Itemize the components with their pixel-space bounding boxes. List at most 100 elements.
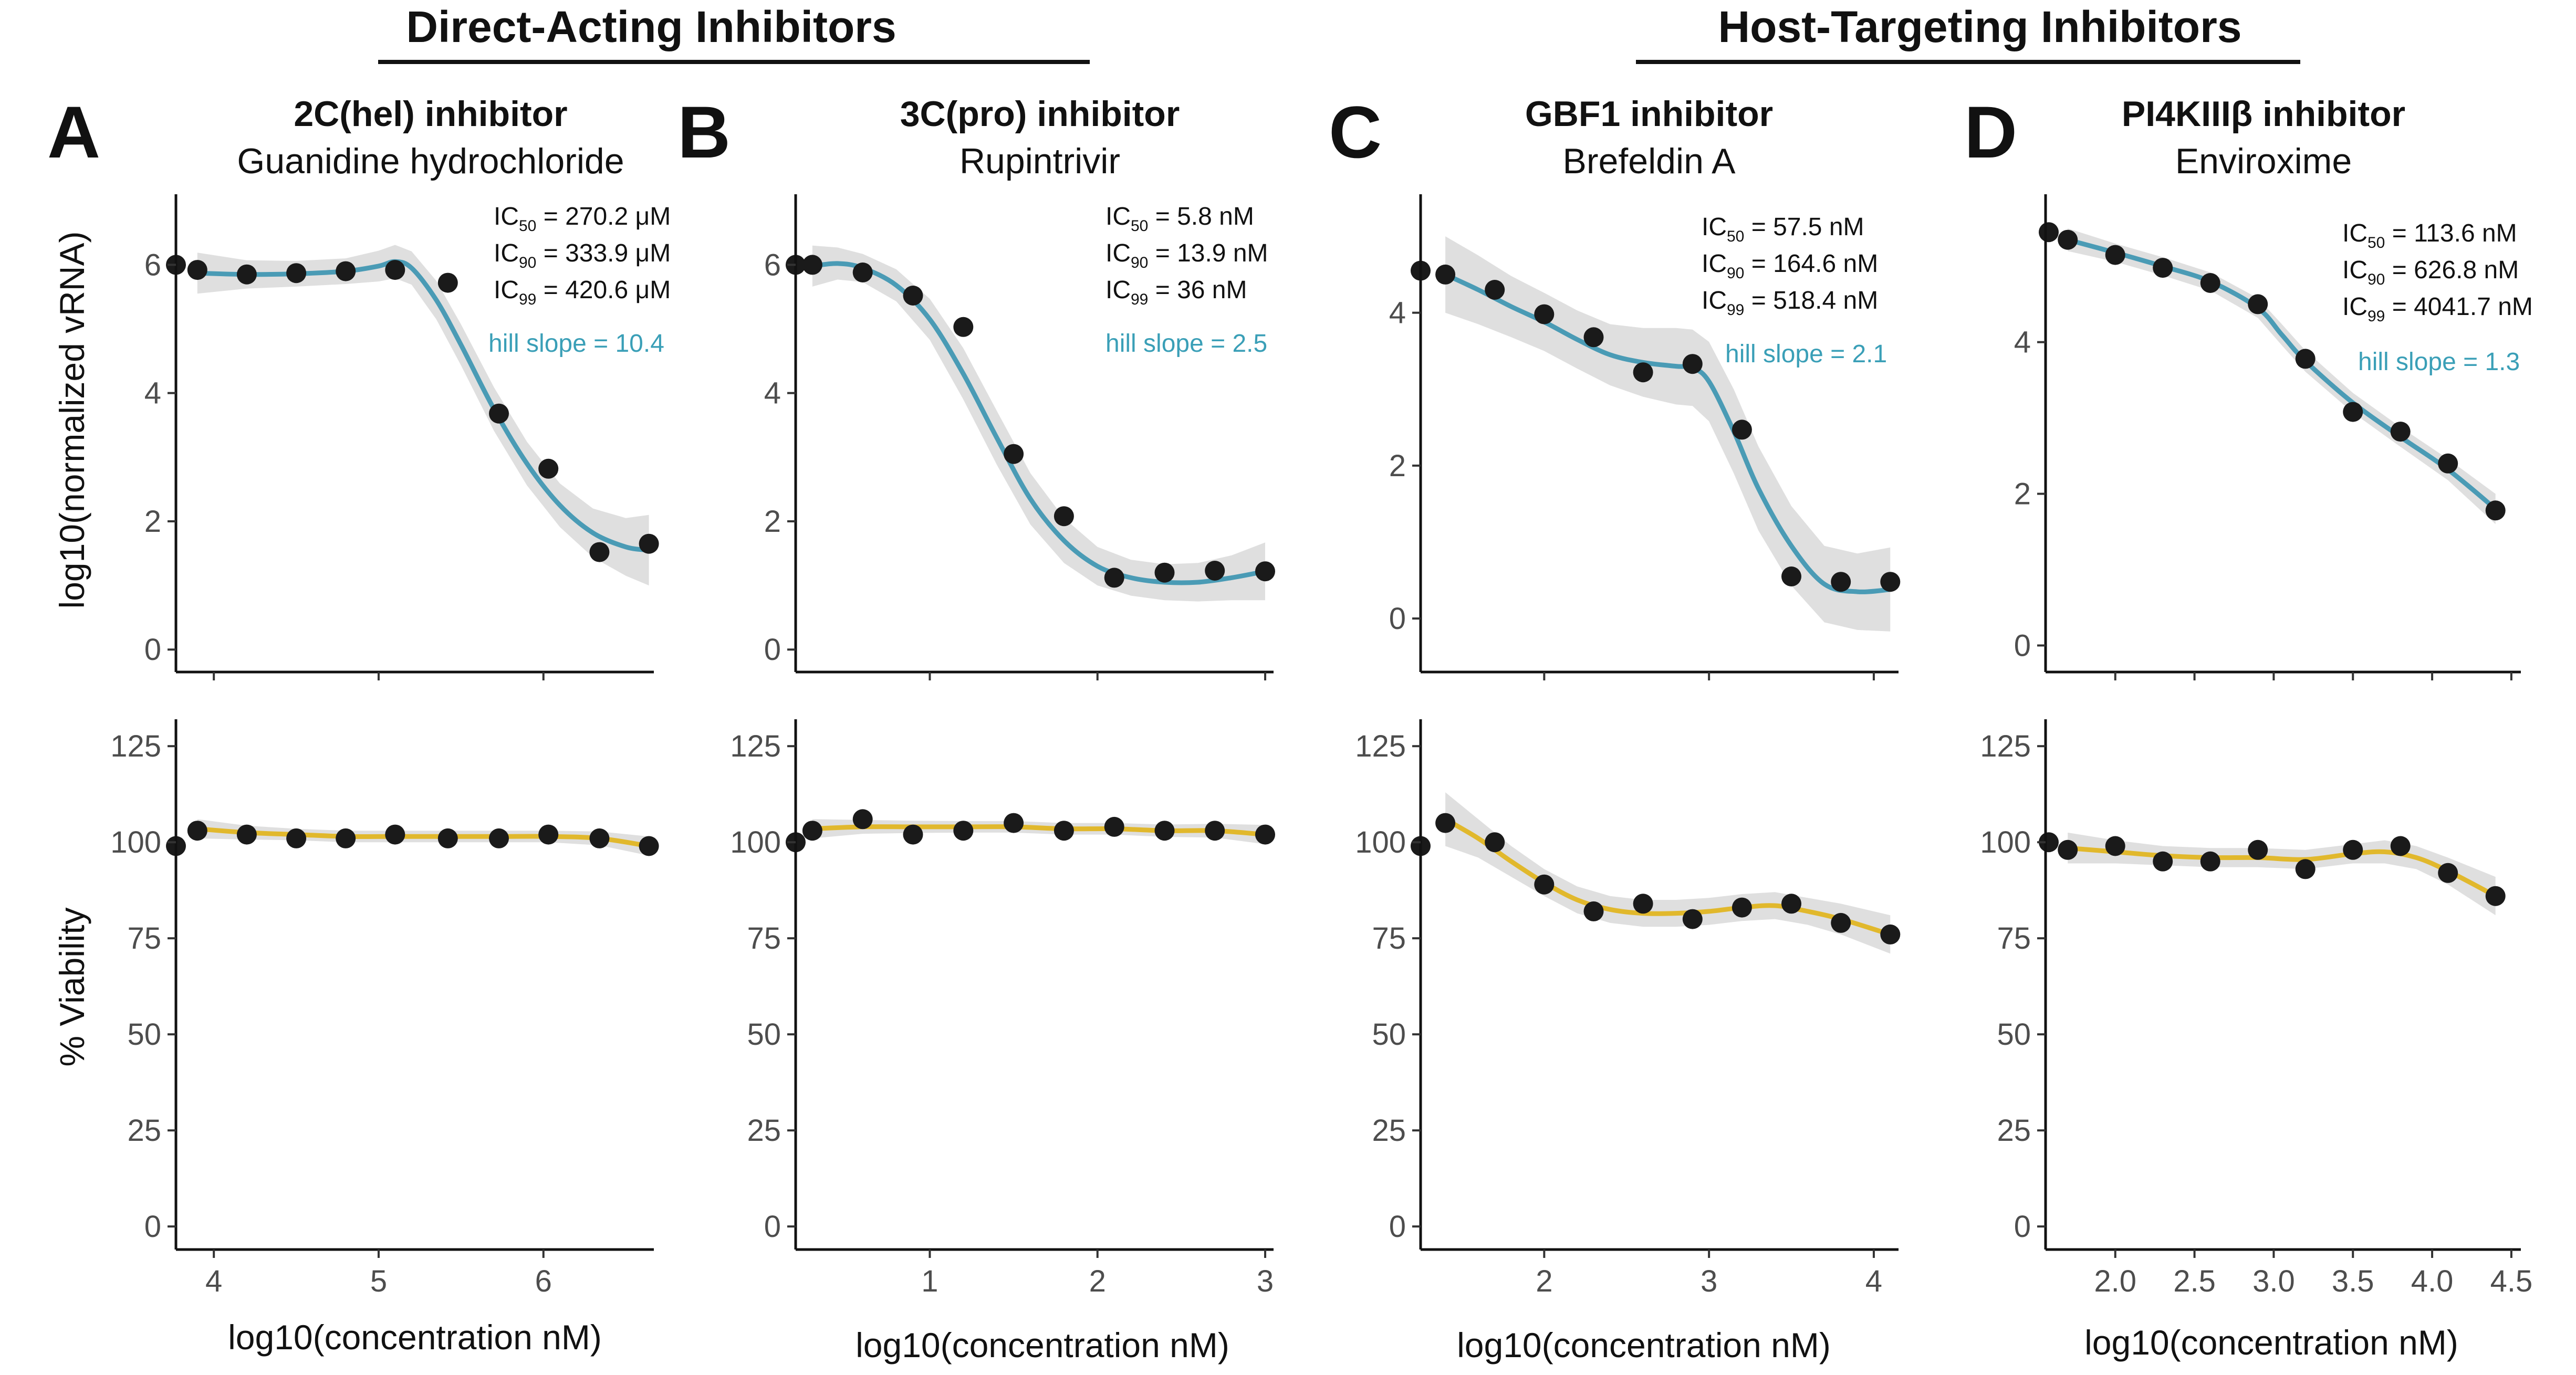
data-point: [2248, 839, 2268, 860]
panel-letter-d: D: [1964, 91, 2017, 173]
x-tick-label: 4.0: [2411, 1264, 2454, 1298]
data-point: [1435, 264, 1456, 285]
x-axis-label-d: log10(concentration nM): [2084, 1323, 2458, 1362]
y-tick-label: 0: [1389, 1210, 1406, 1244]
ic99-a: IC99 = 420.6 μM: [494, 276, 671, 308]
data-point: [1154, 821, 1175, 841]
data-point: [236, 824, 257, 845]
data-point: [589, 542, 610, 562]
data-point: [2485, 886, 2506, 906]
y-tick-label: 100: [1355, 825, 1406, 859]
y-tick-label: 0: [2014, 628, 2031, 663]
data-point: [1781, 566, 1801, 586]
fit-line: [2065, 845, 2498, 899]
data-point: [1880, 572, 1901, 592]
y-tick-label: 25: [1997, 1114, 2031, 1148]
ic90-d: IC90 = 626.8 nM: [2342, 256, 2519, 288]
fit-line: [810, 824, 1268, 837]
group-title-host: Host-Targeting Inhibitors: [1718, 2, 2241, 51]
data-point: [1781, 894, 1801, 914]
data-point: [1004, 444, 1024, 464]
plot-viability-d: 0 25 50 75 100 125 2.0 2.5 3.0 3.5 4.0 4.5: [1980, 719, 2532, 1298]
data-point: [2058, 839, 2078, 860]
data-point: [437, 828, 458, 848]
y-tick-label: 75: [1997, 921, 2031, 956]
panel-subtitle-c: Brefeldin A: [1563, 141, 1736, 181]
data-point: [2039, 832, 2059, 853]
y-tick-label: 4: [144, 376, 161, 411]
data-point: [2390, 422, 2411, 442]
x-tick-label: 3: [1701, 1264, 1717, 1298]
data-point: [903, 824, 923, 845]
y-tick-label: 0: [1389, 602, 1406, 636]
ic99-d: IC99 = 4041.7 nM: [2342, 293, 2533, 325]
data-point: [852, 263, 873, 282]
y-tick-label: 4: [1389, 296, 1406, 330]
data-point: [538, 458, 559, 479]
data-point: [589, 828, 610, 848]
data-point: [802, 821, 822, 841]
y-tick-label: 100: [730, 825, 781, 859]
x-axis-label-c: log10(concentration nM): [1457, 1326, 1831, 1364]
y-tick-label: 0: [144, 1210, 161, 1244]
y-tick-label: 2: [144, 505, 161, 539]
data-point: [489, 828, 509, 848]
fit-line: [1443, 816, 1893, 937]
plot-vrna-b: 0 2 4 6: [764, 194, 1275, 680]
confidence-band: [2068, 832, 2496, 916]
plot-viability-c: 0 25 50 75 100 125 2 3 4: [1355, 719, 1901, 1298]
data-point: [1682, 909, 1703, 929]
y-tick-label: 2: [1389, 449, 1406, 483]
y-tick-label: 50: [1372, 1017, 1406, 1052]
data-point: [2343, 402, 2363, 422]
y-tick-label: 0: [2014, 1210, 2031, 1244]
x-axis-label-b: log10(concentration nM): [856, 1326, 1229, 1364]
y-tick-label: 2: [764, 505, 781, 539]
confidence-band: [1445, 792, 1891, 954]
viability-y-axis-label: % Viability: [53, 907, 91, 1066]
data-point: [2153, 851, 2173, 872]
panel-subtitle-d: Enviroxime: [2175, 141, 2352, 181]
ic90-a: IC90 = 333.9 μM: [494, 239, 671, 271]
ic99-b: IC99 = 36 nM: [1106, 276, 1247, 308]
y-tick-label: 100: [1980, 825, 2031, 859]
confidence-band: [812, 245, 1265, 602]
fit-line: [195, 259, 652, 553]
panel-title-a: 2C(hel) inhibitor: [294, 94, 567, 134]
data-point: [2200, 273, 2220, 293]
data-point: [2390, 836, 2411, 856]
fit-line: [195, 826, 652, 848]
data-point: [286, 263, 307, 284]
y-tick-label: 0: [764, 1210, 781, 1244]
ic50-c: IC50 = 57.5 nM: [1702, 213, 1864, 245]
data-point: [2058, 229, 2078, 250]
data-point: [1880, 924, 1901, 944]
data-point: [385, 824, 405, 845]
data-point: [1205, 561, 1225, 581]
data-point: [1583, 901, 1604, 921]
y-tick-label: 100: [110, 825, 161, 859]
plots: 0 2 4 6 0 25 50 75 100 125 4 5 6 0 2 4 6 0 25 50 75 100 125 1 2 3…: [110, 194, 2532, 1298]
x-tick-label: 3.0: [2252, 1264, 2295, 1298]
panel-letter-a: A: [47, 91, 100, 173]
panel-subtitle-b: Rupintrivir: [960, 141, 1120, 181]
plot-vrna-d: 0 2 4: [2014, 194, 2521, 680]
fit-line: [810, 261, 1268, 585]
data-point: [1534, 304, 1555, 324]
data-point: [2295, 349, 2316, 369]
y-tick-label: 125: [730, 729, 781, 763]
data-point: [1485, 832, 1505, 853]
x-tick-label: 4: [1865, 1264, 1882, 1298]
data-point: [336, 828, 356, 848]
x-tick-label: 6: [535, 1264, 552, 1298]
y-tick-label: 50: [127, 1017, 161, 1052]
panel-title-c: GBF1 inhibitor: [1525, 94, 1773, 134]
panel-title-b: 3C(pro) inhibitor: [900, 94, 1180, 134]
y-tick-label: 75: [127, 921, 161, 956]
data-point: [437, 272, 458, 293]
y-tick-label: 75: [1372, 921, 1406, 956]
hill-slope-a: hill slope = 10.4: [488, 330, 664, 358]
y-tick-label: 4: [2014, 326, 2031, 360]
x-tick-label: 3.5: [2332, 1264, 2374, 1298]
panel-letter-c: C: [1329, 91, 1382, 173]
